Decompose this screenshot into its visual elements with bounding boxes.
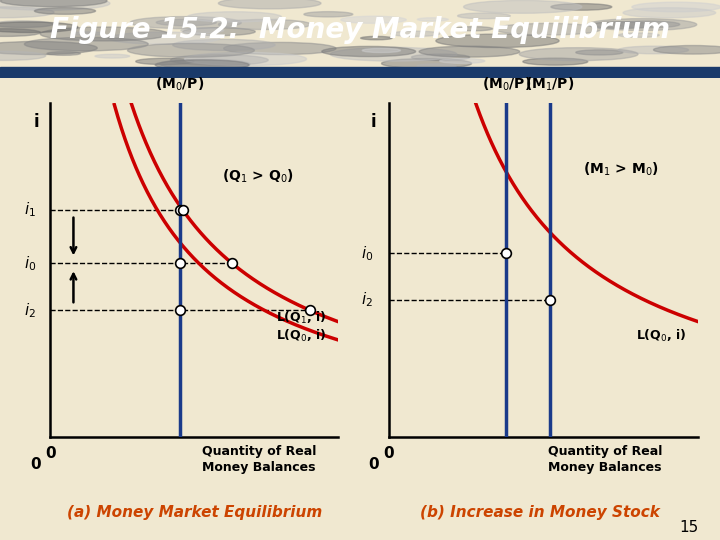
Circle shape <box>419 46 520 57</box>
Circle shape <box>519 48 638 60</box>
Circle shape <box>523 58 588 65</box>
Circle shape <box>495 23 601 35</box>
Circle shape <box>24 37 148 51</box>
Circle shape <box>304 12 353 17</box>
Circle shape <box>418 18 449 21</box>
Circle shape <box>72 32 104 35</box>
Circle shape <box>436 34 559 48</box>
Circle shape <box>341 16 406 23</box>
Circle shape <box>618 33 660 37</box>
Circle shape <box>411 54 469 60</box>
Circle shape <box>632 2 720 12</box>
Circle shape <box>181 28 224 33</box>
Text: 0: 0 <box>384 446 394 461</box>
Circle shape <box>130 17 241 29</box>
Circle shape <box>0 0 110 10</box>
Circle shape <box>576 50 623 55</box>
Text: (M$_1$ > M$_0$): (M$_1$ > M$_0$) <box>583 161 659 178</box>
Text: 0: 0 <box>45 446 55 461</box>
Circle shape <box>218 19 311 30</box>
Text: (M$_1$/P): (M$_1$/P) <box>525 75 575 92</box>
Circle shape <box>0 42 97 55</box>
Text: Quantity of Real
Money Balances: Quantity of Real Money Balances <box>548 446 662 474</box>
Text: (a) Money Market Equilibrium: (a) Money Market Equilibrium <box>67 505 322 521</box>
Circle shape <box>623 8 716 18</box>
Bar <box>0 68 720 78</box>
Text: (Q$_1$ > Q$_0$): (Q$_1$ > Q$_0$) <box>222 167 294 185</box>
Circle shape <box>417 64 456 68</box>
Circle shape <box>0 7 54 18</box>
Circle shape <box>218 0 321 9</box>
Text: $i_0$: $i_0$ <box>361 244 373 262</box>
Text: (b) Increase in Money Stock: (b) Increase in Money Stock <box>420 505 660 521</box>
Text: L(Q$_1$, i): L(Q$_1$, i) <box>276 310 327 326</box>
Circle shape <box>224 42 336 55</box>
Circle shape <box>183 28 255 36</box>
Circle shape <box>654 45 720 54</box>
Circle shape <box>40 27 168 41</box>
Circle shape <box>136 58 194 65</box>
Circle shape <box>109 32 220 44</box>
Text: (M$_0$/P): (M$_0$/P) <box>482 75 531 92</box>
Circle shape <box>156 19 217 26</box>
Circle shape <box>391 31 440 36</box>
Text: $i_2$: $i_2$ <box>361 291 373 309</box>
Circle shape <box>440 58 485 63</box>
Circle shape <box>0 29 40 36</box>
Text: $i_0$: $i_0$ <box>24 254 36 273</box>
Circle shape <box>361 36 392 40</box>
Circle shape <box>0 51 45 60</box>
Circle shape <box>187 12 282 22</box>
Circle shape <box>382 58 472 69</box>
Circle shape <box>590 22 652 29</box>
Circle shape <box>618 46 688 54</box>
Circle shape <box>184 52 307 66</box>
Text: $i_1$: $i_1$ <box>24 200 36 219</box>
Text: Quantity of Real
Money Balances: Quantity of Real Money Balances <box>202 446 316 474</box>
Circle shape <box>551 4 612 10</box>
Circle shape <box>0 0 107 6</box>
Text: Figure 15.2:  Money Market Equilibrium: Figure 15.2: Money Market Equilibrium <box>50 16 670 44</box>
Circle shape <box>464 1 582 14</box>
Circle shape <box>454 26 492 31</box>
Circle shape <box>156 60 249 70</box>
Circle shape <box>127 43 254 57</box>
Circle shape <box>95 55 130 58</box>
Text: 0: 0 <box>31 457 41 471</box>
Circle shape <box>160 59 251 69</box>
Circle shape <box>0 22 78 32</box>
Text: 15: 15 <box>679 519 698 535</box>
Circle shape <box>322 46 415 57</box>
Circle shape <box>588 18 697 30</box>
Text: (M$_0$/P): (M$_0$/P) <box>156 75 204 92</box>
Text: L(Q$_0$, i): L(Q$_0$, i) <box>276 327 327 343</box>
Text: $i_2$: $i_2$ <box>24 301 36 320</box>
Circle shape <box>0 21 53 28</box>
Circle shape <box>330 48 457 61</box>
Circle shape <box>173 39 275 50</box>
Circle shape <box>617 21 680 28</box>
Circle shape <box>458 13 510 19</box>
Circle shape <box>35 8 96 14</box>
Text: L(Q$_0$, i): L(Q$_0$, i) <box>636 327 686 343</box>
Text: i: i <box>371 113 376 131</box>
Circle shape <box>362 49 400 52</box>
Text: i: i <box>33 113 39 131</box>
Circle shape <box>47 52 81 55</box>
Circle shape <box>171 55 269 65</box>
Text: 0: 0 <box>368 457 379 471</box>
